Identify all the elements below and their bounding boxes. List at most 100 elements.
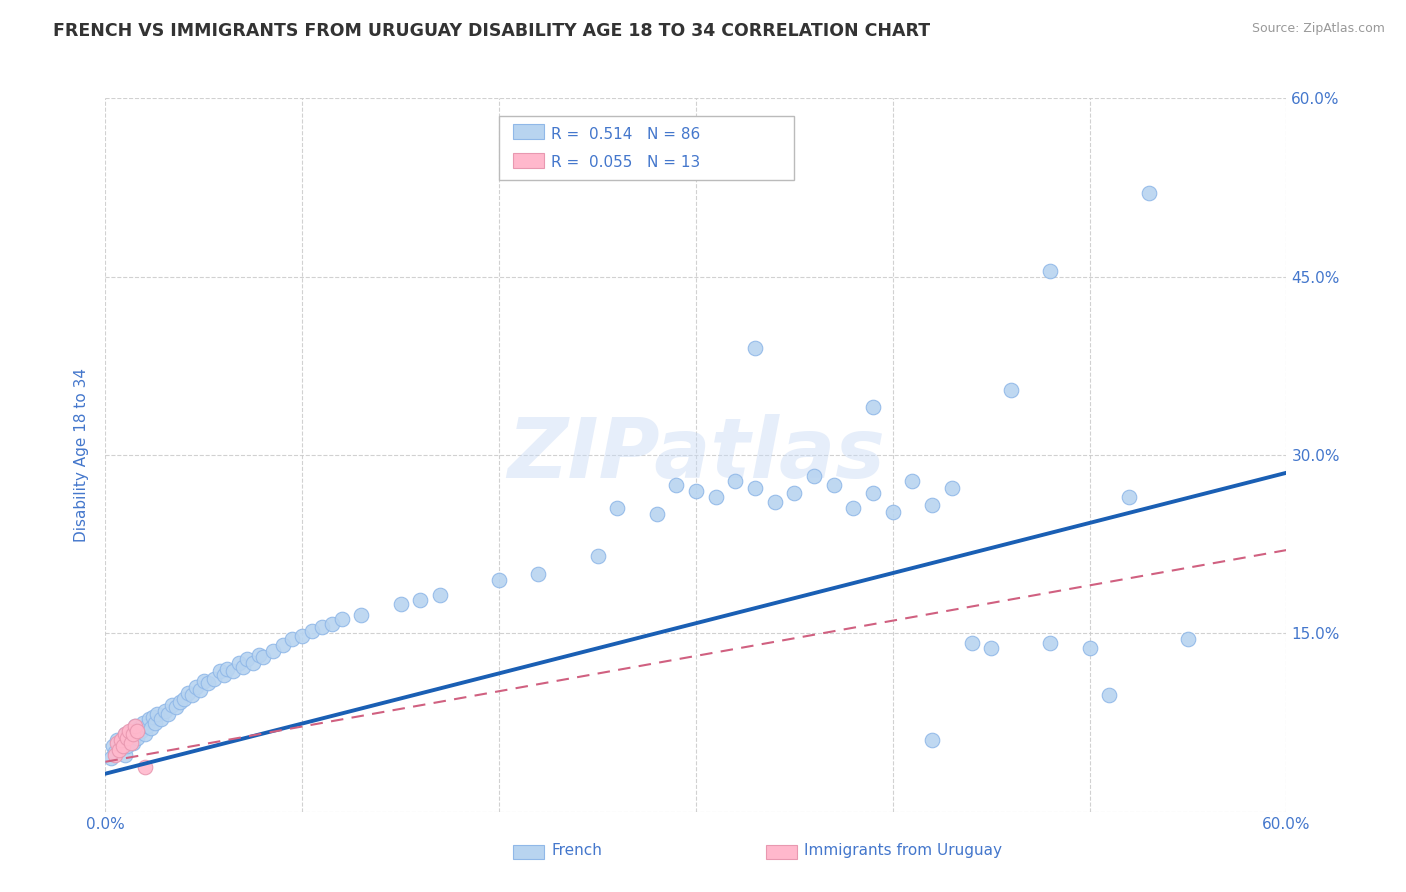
- Point: [330, 612, 353, 626]
- Point: [114, 727, 136, 741]
- Point: [135, 719, 157, 733]
- Point: [173, 691, 195, 706]
- Point: [1098, 688, 1121, 702]
- Point: [1000, 383, 1022, 397]
- Point: [236, 652, 259, 666]
- Point: [110, 736, 132, 750]
- Point: [118, 733, 141, 747]
- Point: [112, 739, 135, 754]
- Point: [139, 722, 162, 736]
- Point: [645, 508, 668, 522]
- Point: [157, 707, 180, 722]
- Point: [247, 648, 270, 662]
- Point: [138, 712, 160, 726]
- Point: [744, 341, 766, 355]
- Point: [108, 743, 131, 757]
- Point: [184, 680, 207, 694]
- Text: Source: ZipAtlas.com: Source: ZipAtlas.com: [1251, 22, 1385, 36]
- Point: [921, 733, 943, 747]
- Point: [181, 688, 204, 702]
- Point: [803, 469, 825, 483]
- Point: [142, 709, 165, 723]
- Point: [301, 624, 323, 638]
- Point: [153, 704, 176, 718]
- Point: [321, 616, 343, 631]
- Point: [389, 597, 412, 611]
- Point: [125, 731, 148, 745]
- Point: [232, 659, 254, 673]
- Point: [105, 733, 128, 747]
- Point: [862, 401, 884, 415]
- Point: [1118, 490, 1140, 504]
- Point: [145, 707, 167, 722]
- Point: [208, 665, 231, 679]
- Point: [124, 719, 146, 733]
- Point: [291, 629, 314, 643]
- Point: [110, 733, 132, 747]
- Point: [311, 620, 333, 634]
- Text: Immigrants from Uruguay: Immigrants from Uruguay: [804, 843, 1002, 858]
- Point: [350, 608, 373, 623]
- Point: [228, 656, 250, 670]
- Point: [429, 588, 451, 602]
- Text: R =  0.055   N = 13: R = 0.055 N = 13: [551, 155, 700, 170]
- Point: [128, 722, 150, 736]
- Point: [114, 727, 136, 741]
- Point: [120, 723, 142, 738]
- Point: [704, 490, 727, 504]
- Point: [222, 665, 245, 679]
- Point: [744, 481, 766, 495]
- Point: [1039, 636, 1062, 650]
- Point: [124, 727, 146, 741]
- Point: [143, 715, 166, 730]
- Point: [149, 712, 172, 726]
- Point: [114, 747, 136, 762]
- Point: [685, 483, 707, 498]
- Point: [665, 477, 688, 491]
- Point: [162, 698, 184, 712]
- Point: [112, 731, 135, 745]
- Point: [527, 566, 550, 581]
- Point: [262, 644, 284, 658]
- Point: [104, 747, 127, 762]
- Point: [108, 743, 131, 757]
- Point: [124, 719, 146, 733]
- Point: [132, 715, 155, 730]
- Point: [271, 638, 294, 652]
- Point: [901, 474, 924, 488]
- Point: [197, 676, 219, 690]
- Text: FRENCH VS IMMIGRANTS FROM URUGUAY DISABILITY AGE 18 TO 34 CORRELATION CHART: FRENCH VS IMMIGRANTS FROM URUGUAY DISABI…: [53, 22, 931, 40]
- Point: [606, 501, 628, 516]
- Point: [212, 668, 235, 682]
- Point: [100, 751, 122, 765]
- Text: ZIPatlas: ZIPatlas: [508, 415, 884, 495]
- Point: [960, 636, 983, 650]
- Point: [1137, 186, 1160, 201]
- Point: [488, 573, 510, 587]
- Point: [409, 593, 432, 607]
- Point: [242, 656, 264, 670]
- Y-axis label: Disability Age 18 to 34: Disability Age 18 to 34: [75, 368, 90, 542]
- Text: R =  0.514   N = 86: R = 0.514 N = 86: [551, 127, 700, 142]
- Point: [217, 662, 239, 676]
- Point: [281, 632, 304, 647]
- Point: [763, 495, 786, 509]
- Point: [129, 723, 152, 738]
- Point: [941, 481, 963, 495]
- Point: [1177, 632, 1199, 647]
- Point: [125, 723, 148, 738]
- Point: [1078, 640, 1101, 655]
- Point: [188, 683, 211, 698]
- Point: [862, 486, 884, 500]
- Point: [1039, 263, 1062, 277]
- Point: [842, 501, 865, 516]
- Point: [724, 474, 747, 488]
- Text: French: French: [551, 843, 602, 858]
- Point: [980, 640, 1002, 655]
- Point: [252, 650, 274, 665]
- Point: [134, 727, 156, 741]
- Point: [823, 477, 845, 491]
- Point: [165, 700, 187, 714]
- Point: [193, 673, 215, 688]
- Point: [120, 736, 142, 750]
